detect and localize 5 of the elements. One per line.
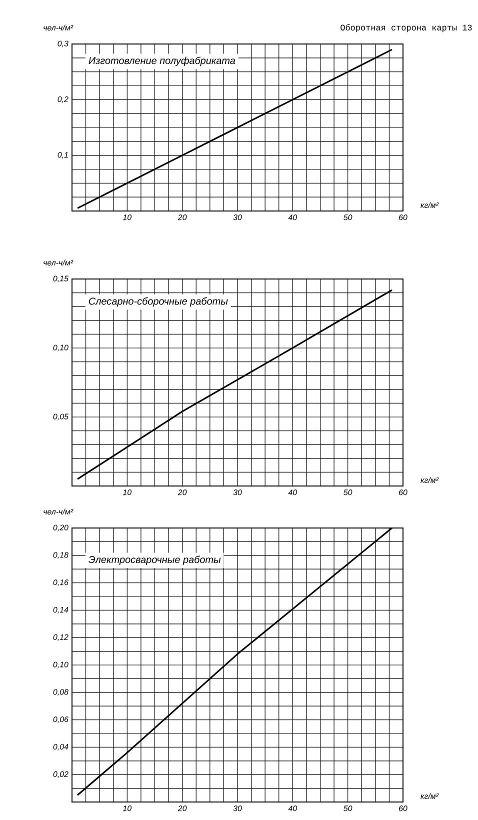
text: Слесарно-сборочные работы [88, 297, 228, 307]
text: Электросварочные работы [88, 556, 221, 566]
text: Оборотная сторона карты 13 [340, 24, 472, 32]
text: Изготовление полуфабриката [88, 56, 236, 66]
line-series [76, 289, 393, 480]
